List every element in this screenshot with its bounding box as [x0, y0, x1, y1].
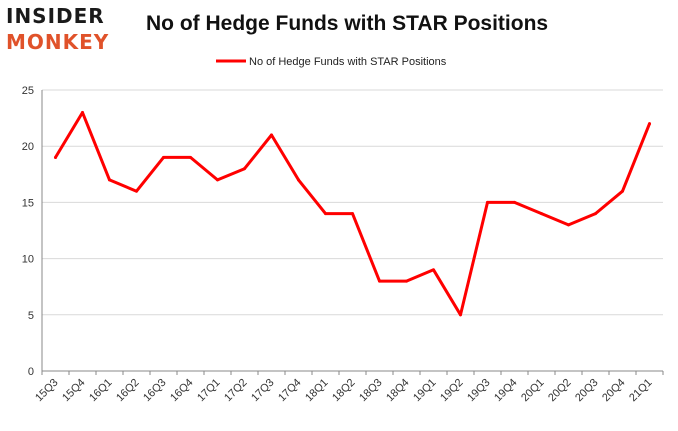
y-tick-label: 0	[28, 366, 34, 378]
data-point	[324, 212, 327, 216]
axes	[41, 90, 664, 375]
x-tick-label: 16Q2	[114, 377, 142, 405]
data-point	[81, 110, 84, 114]
x-tick-label: 18Q3	[357, 377, 385, 405]
data-point	[540, 212, 543, 216]
insider-monkey-logo: INSIDER MONKEY	[6, 4, 128, 56]
grid-lines	[42, 89, 663, 316]
x-tick-label: 17Q3	[249, 377, 277, 405]
data-point	[108, 178, 111, 182]
series-lines	[54, 110, 651, 317]
x-tick-label: 17Q1	[195, 377, 223, 405]
data-point	[216, 178, 219, 182]
x-tick-label: 18Q4	[384, 377, 412, 405]
data-point	[162, 155, 165, 159]
x-tick-label: 19Q3	[465, 377, 493, 405]
legend-label: No of Hedge Funds with STAR Positions	[249, 56, 447, 68]
x-tick-label: 19Q2	[438, 377, 466, 405]
logo-text-bottom: MONKEY	[6, 30, 110, 54]
y-tick-label: 10	[22, 254, 34, 266]
x-tick-label: 16Q3	[141, 377, 169, 405]
data-point	[459, 313, 462, 317]
x-tick-label: 19Q4	[492, 377, 520, 405]
x-tick-label: 18Q2	[330, 377, 358, 405]
x-tick-label: 16Q1	[87, 377, 115, 405]
y-tick-label: 20	[22, 141, 34, 153]
x-tick-label: 21Q1	[627, 377, 655, 405]
y-tick-label: 5	[28, 310, 34, 322]
data-point	[351, 212, 354, 216]
data-point	[486, 200, 489, 204]
x-tick-label: 15Q3	[33, 377, 61, 405]
data-point	[567, 223, 570, 227]
x-tick-label: 17Q4	[276, 377, 304, 405]
x-tick-label: 20Q1	[519, 377, 547, 405]
data-point	[135, 189, 138, 193]
data-point	[432, 268, 435, 272]
data-point	[54, 155, 57, 159]
x-tick-label: 15Q4	[60, 377, 88, 405]
y-tick-label: 25	[22, 85, 34, 97]
data-point	[648, 122, 651, 126]
x-tick-label: 17Q2	[222, 377, 250, 405]
data-point	[270, 133, 273, 137]
data-point	[513, 200, 516, 204]
y-tick-label: 15	[22, 197, 34, 209]
data-point	[189, 155, 192, 159]
data-point	[621, 189, 624, 193]
x-tick-label: 16Q4	[168, 377, 196, 405]
x-tick-label: 18Q1	[303, 377, 331, 405]
data-point	[243, 167, 246, 171]
x-tick-label: 19Q1	[411, 377, 439, 405]
x-tick-label: 20Q2	[546, 377, 574, 405]
x-tick-label: 20Q4	[600, 377, 628, 405]
logo-text-top: INSIDER	[6, 4, 105, 28]
data-point	[594, 212, 597, 216]
legend: No of Hedge Funds with STAR Positions	[216, 56, 447, 68]
x-tick-label: 20Q3	[573, 377, 601, 405]
data-point	[297, 178, 300, 182]
chart-title: No of Hedge Funds with STAR Positions	[146, 12, 549, 35]
data-point	[378, 279, 381, 283]
data-point	[405, 279, 408, 283]
